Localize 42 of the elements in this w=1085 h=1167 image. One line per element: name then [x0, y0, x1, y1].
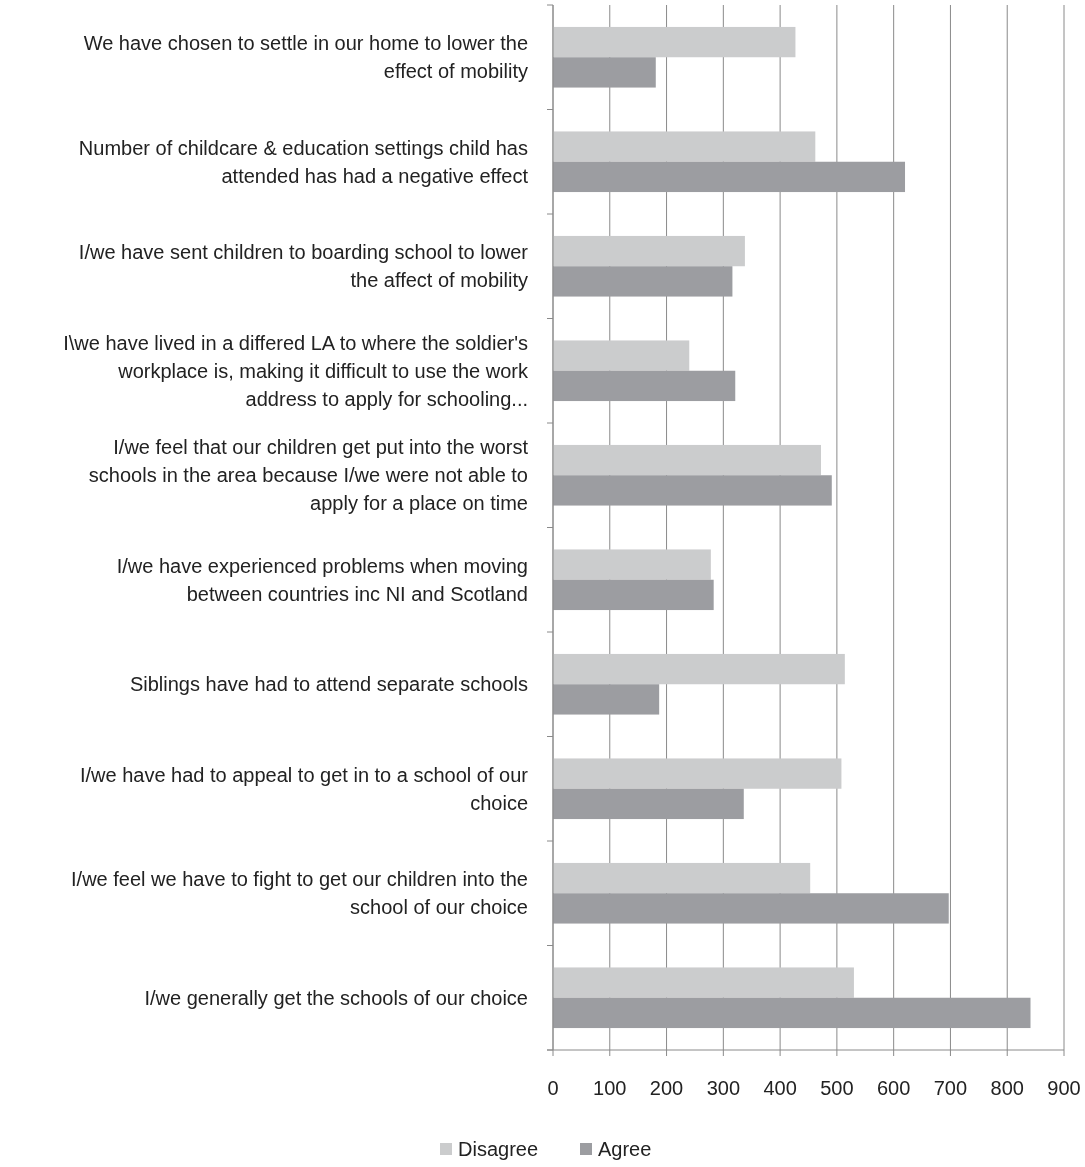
- legend-label: Agree: [598, 1138, 652, 1160]
- y-tick-label: Siblings have had to attend separate schools: [129, 673, 528, 696]
- bar: [553, 370, 736, 402]
- bar: [553, 997, 1031, 1029]
- bar: [553, 967, 854, 998]
- x-tick-label: 100: [593, 1077, 627, 1099]
- y-tick-label: We have chosen to settle in our home to lower the effect of mobility: [83, 32, 528, 83]
- y-tick-label: I/we have had to appeal to get in to a school of our choice: [79, 763, 529, 814]
- x-tick-label: 800: [990, 1077, 1024, 1099]
- x-tick-label: 200: [649, 1077, 684, 1099]
- bar: [553, 57, 656, 88]
- bar: [553, 579, 714, 611]
- y-tick-label: I\we have lived in a differed LA to where the soldier's workplace is, making it difficult to use the work address to apply for schooling...: [63, 331, 529, 410]
- bar: [553, 653, 845, 685]
- bar: [553, 549, 711, 580]
- y-tick-label: Number of childcare & education settings child has attended has had a negative effect: [78, 136, 529, 187]
- bar: [553, 131, 816, 162]
- x-tick-label: 500: [820, 1077, 854, 1099]
- x-tick-label: 600: [876, 1077, 911, 1099]
- bar: [553, 444, 821, 476]
- bar: [553, 893, 949, 924]
- legend-label: Disagree: [458, 1138, 539, 1160]
- y-tick-label: I/we have sent children to boarding school to lower the affect of mobility: [78, 241, 529, 292]
- bar: [553, 266, 733, 297]
- bar: [553, 475, 832, 506]
- bar: [553, 788, 744, 820]
- x-tick-label: 700: [933, 1077, 968, 1099]
- x-tick-label: 900: [1047, 1077, 1081, 1099]
- bar: [553, 684, 660, 715]
- x-tick-label: 400: [763, 1077, 797, 1099]
- bar: [553, 26, 796, 58]
- x-tick-label: 0: [547, 1077, 559, 1099]
- y-tick-label: I/we feel that our children get put into the worst schools in the area because I/we were not able to apply for a place on time: [88, 436, 529, 515]
- bar: [553, 340, 690, 371]
- y-tick-label: I/we generally get the schools of our choice: [144, 986, 528, 1009]
- y-tick-label: I/we feel we have to fight to get our children into the school of our choice: [71, 868, 528, 919]
- bar: [553, 758, 842, 789]
- bar: [553, 862, 811, 894]
- bar: [553, 161, 906, 193]
- y-tick-label: I/we have experienced problems when moving between countries inc NI and Scotland: [116, 554, 528, 605]
- bar: [553, 235, 745, 267]
- x-tick-label: 300: [706, 1077, 741, 1099]
